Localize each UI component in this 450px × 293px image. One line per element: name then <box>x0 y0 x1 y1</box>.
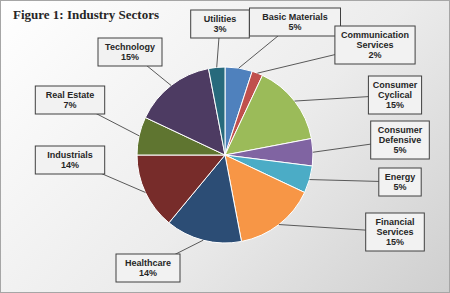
svg-text:ConsumerDefensive5%: ConsumerDefensive5% <box>378 125 423 155</box>
svg-text:Energy5%: Energy5% <box>385 172 416 192</box>
svg-text:Utilities3%: Utilities3% <box>204 14 237 34</box>
svg-text:Real Estate7%: Real Estate7% <box>46 90 95 110</box>
svg-text:Technology15%: Technology15% <box>105 42 155 62</box>
svg-text:Industrials14%: Industrials14% <box>47 150 93 170</box>
svg-text:CommunicationServices2%: CommunicationServices2% <box>341 30 409 60</box>
svg-text:Healthcare14%: Healthcare14% <box>125 258 171 278</box>
html-text:Figure 1: Industry Sectors: Figure 1: Industry Sectors <box>13 7 159 22</box>
svg-text:ConsumerCyclical15%: ConsumerCyclical15% <box>373 80 418 110</box>
svg-text:FinancialServices15%: FinancialServices15% <box>375 217 414 247</box>
svg-text:Basic Materials5%: Basic Materials5% <box>262 12 328 32</box>
